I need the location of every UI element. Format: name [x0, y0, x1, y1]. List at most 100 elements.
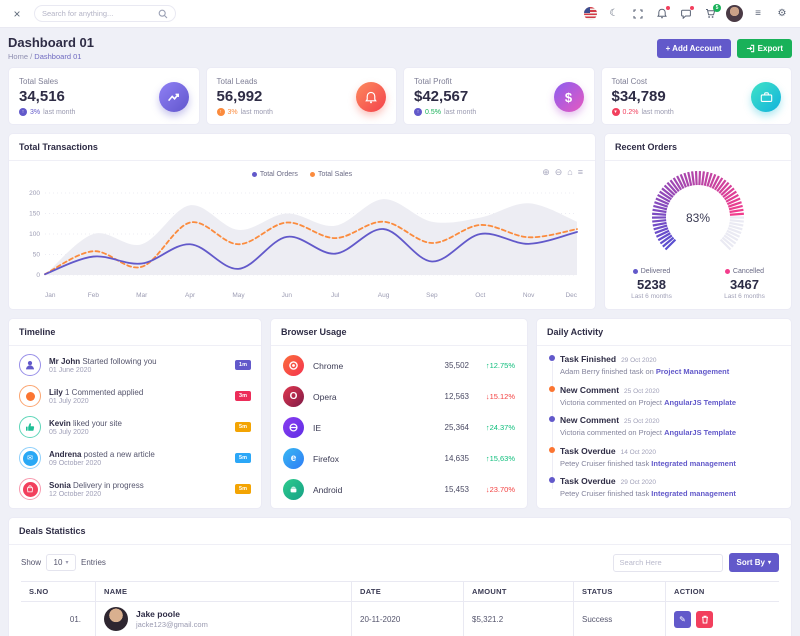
timeline-item: Lily 1 Commented applied 01 July 2020 3m: [19, 385, 251, 407]
activity-item: Task Overdue 29 Oct 2020 Petey Cruiser f…: [549, 476, 779, 498]
android-icon: [283, 479, 304, 500]
change-caret-icon: ↑: [216, 108, 225, 116]
timeline-badge: 5m: [235, 453, 251, 463]
timeline-title: Timeline: [9, 319, 261, 346]
sort-by-button[interactable]: Sort By ▾: [728, 553, 779, 572]
stat-card-total-profit: Total Profit $42,567 ↑ 0.5% last month $: [403, 67, 595, 125]
chart-toolbar: ⊕ ⊖ ⌂ ≡: [542, 167, 583, 178]
activity-link[interactable]: Integrated management: [651, 489, 736, 498]
svg-text:May: May: [232, 292, 245, 299]
activity-item: Task Overdue 14 Oct 2020 Petey Cruiser f…: [549, 446, 779, 468]
ie-icon: [283, 417, 304, 438]
sidebar-menu-icon[interactable]: ≡: [755, 8, 761, 19]
svg-text:Aug: Aug: [378, 292, 390, 299]
recent-orders-gauge: 83%: [651, 170, 745, 251]
chevron-down-icon: ▾: [767, 560, 771, 566]
activity-dot: [549, 477, 555, 483]
transactions-line-chart: 0 50 100 150 200 Jan Feb Mar Apr May Jun Jul Aug Sep O…: [29, 190, 578, 299]
change-caret-icon: ↑: [19, 108, 27, 116]
browser-usage-card: Browser Usage Chrome 35,502 ↑12.75% O Op…: [270, 318, 528, 509]
export-button[interactable]: Export: [736, 38, 792, 58]
browser-row-android: Android 15,453 ↓23.70%: [283, 474, 515, 505]
search-input[interactable]: [42, 9, 158, 18]
stat-card-total-cost: Total Cost $34,789 ▾ 0.2% last month: [600, 67, 792, 125]
transactions-title: Total Transactions: [9, 134, 595, 161]
dark-mode-icon[interactable]: ☾: [609, 8, 619, 19]
timeline-item: Kevin liked your site 05 July 2020 5m: [19, 416, 251, 438]
activity-dot: [549, 355, 555, 361]
shopping-bag-icon: [19, 478, 41, 500]
legend-total-orders[interactable]: Total Orders: [251, 171, 298, 178]
browser-usage-title: Browser Usage: [271, 319, 527, 346]
chart-legend: Total Orders Total Sales ⊕ ⊖ ⌂ ≡: [9, 165, 595, 183]
activity-dot: [549, 446, 555, 453]
svg-text:Jun: Jun: [282, 292, 293, 299]
deals-table: S.NO NAME DATE AMOUNT STATUS ACTION 01. …: [21, 581, 779, 636]
cart-icon[interactable]: 5: [700, 3, 721, 24]
opera-icon: O: [283, 386, 304, 407]
messages-icon[interactable]: [676, 4, 696, 24]
browser-row-opera: O Opera 12,563 ↓15.12%: [283, 381, 515, 412]
svg-text:100: 100: [29, 231, 40, 238]
entries-select[interactable]: 10 ▾: [46, 554, 77, 571]
legend-dot-sales: [309, 171, 315, 177]
chrome-icon: [283, 355, 304, 376]
firefox-icon: e: [283, 448, 304, 469]
chevron-down-icon: ▾: [65, 560, 69, 566]
svg-text:83%: 83%: [686, 211, 710, 225]
notification-dot: [666, 5, 670, 10]
activity-link[interactable]: AngularJS Template: [664, 428, 737, 437]
fullscreen-icon[interactable]: [628, 4, 648, 24]
table-row: 01. Jake poole jacke123@gmail.com 20-11-…: [21, 602, 779, 636]
breadcrumb: Home / Dashboard 01: [8, 52, 82, 61]
deals-statistics-card: Deals Statistics Show 10 ▾ Entries Sort …: [8, 517, 792, 636]
timeline-card: Timeline Mr John Started following you 0…: [8, 318, 262, 509]
svg-text:0: 0: [36, 272, 40, 279]
recent-orders-card: Recent Orders 83% Delivered 5238 Last 6 …: [604, 133, 792, 310]
zoom-in-icon[interactable]: ⊕: [542, 167, 550, 177]
svg-text:Dec: Dec: [565, 292, 577, 299]
global-search: [34, 5, 176, 22]
daily-activity-card: Daily Activity Task Finished 29 Oct 2020…: [536, 318, 792, 509]
table-search-input[interactable]: [612, 553, 723, 572]
user-avatar[interactable]: [724, 4, 744, 24]
notifications-bell-icon[interactable]: [652, 4, 672, 24]
language-flag-icon[interactable]: [580, 4, 600, 24]
close-icon[interactable]: ×: [13, 6, 21, 21]
svg-text:200: 200: [29, 190, 40, 197]
settings-gear-icon[interactable]: ⚙: [777, 8, 787, 19]
timeline-badge: 1m: [235, 360, 251, 370]
activity-link[interactable]: Integrated management: [651, 458, 736, 468]
breadcrumb-home[interactable]: Home: [8, 52, 29, 61]
daily-activity-title: Daily Activity: [537, 319, 791, 346]
edit-button[interactable]: ✎: [674, 610, 691, 628]
status-badge: Success: [573, 602, 665, 636]
stat-cards-row: Total Sales 34,516 ↑ 3% last month Total…: [8, 67, 792, 125]
table-header: S.NO NAME DATE AMOUNT STATUS ACTION: [21, 581, 779, 602]
trash-icon: [701, 615, 708, 623]
svg-text:Jul: Jul: [331, 292, 340, 299]
browser-row-ie: IE 25,364 ↑24.37%: [283, 412, 515, 443]
arrow-up-icon: ↑: [485, 423, 490, 432]
message-dot: [690, 5, 694, 10]
chart-menu-icon[interactable]: ≡: [577, 167, 583, 177]
zoom-out-icon[interactable]: ⊖: [554, 167, 563, 177]
legend-total-sales[interactable]: Total Sales: [309, 171, 352, 178]
timeline-item: Sonia Delivery in progress 12 October 20…: [19, 478, 251, 500]
add-account-button[interactable]: + Add Account: [656, 38, 731, 58]
stat-card-total-leads: Total Leads 56,992 ↑ 3% last month: [205, 67, 397, 125]
delivered-dot: [632, 269, 638, 274]
export-icon: [746, 44, 754, 52]
search-icon[interactable]: [158, 9, 168, 19]
cart-badge: 5: [713, 3, 721, 12]
activity-link[interactable]: AngularJS Template: [664, 397, 737, 407]
timeline-item: ✉ Andrena posted a new article 09 Octobe…: [19, 447, 251, 469]
arrow-down-icon: ↓: [485, 392, 490, 401]
activity-item: New Comment 25 Oct 2020 Victoria comment…: [549, 415, 779, 437]
home-icon[interactable]: ⌂: [567, 167, 573, 177]
timeline-item: Mr John Started following you 01 June 20…: [19, 354, 251, 376]
svg-text:Mar: Mar: [136, 292, 148, 299]
browser-row-chrome: Chrome 35,502 ↑12.75%: [283, 350, 515, 381]
activity-link[interactable]: Project Management: [655, 367, 730, 376]
delete-button[interactable]: [696, 610, 713, 628]
